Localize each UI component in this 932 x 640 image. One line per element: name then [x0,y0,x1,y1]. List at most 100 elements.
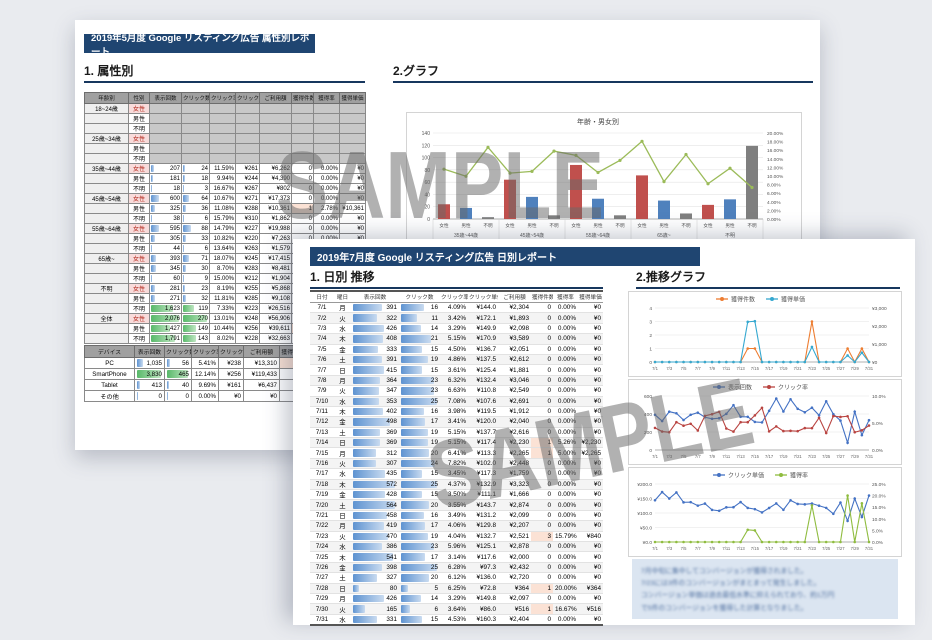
table-cell: 火 [334,312,351,324]
svg-text:0: 0 [649,448,652,454]
table-cell: ¥0 [578,541,603,553]
table-cell: 1 [531,603,553,615]
table-cell: ¥0 [578,344,603,355]
daily-table[interactable]: 日付曜日表示回数クリック数クリック率クリック単価ご利用額獲得件数獲得率獲得単価7… [310,290,603,626]
svg-text:7/3: 7/3 [666,366,672,371]
table-cell: 413 [134,379,165,391]
table-cell: ¥2,720 [498,572,531,584]
svg-text:400: 400 [644,412,652,418]
table-cell: 14 [399,593,440,605]
table-cell: 7/20 [310,499,334,511]
table-cell: ¥2,549 [498,385,531,397]
svg-text:不明: 不明 [483,223,493,229]
svg-text:7/31: 7/31 [865,454,874,459]
table-cell: ¥170.9 [468,333,498,345]
table-cell [339,123,366,134]
table-cell: ¥212 [235,273,260,284]
table-cell: 4.04% [440,531,468,543]
table-cell: 0 [531,593,553,605]
table-cell: 386 [351,541,399,553]
table-cell [339,133,366,144]
july-report-title-bar: 2019年7月度 Google リスティング広告 日別レポート [310,247,700,266]
table-row: 7/21 日 458 16 3.49% ¥131.2 ¥2,099 0 0.00% ¥0 [310,510,603,522]
table-row: 7/28 日 80 5 6.25% ¥72.8 ¥364 1 20.00% ¥364 [310,583,603,594]
table-cell: 1,035 [134,357,165,369]
table-cell: 25 [399,562,440,574]
table-cell: 3 [181,183,210,194]
age-gender-chart: 年齢・男女別 140 120 100 80 60 40 20 0 20.00% 18.00% 16.0… [406,112,802,260]
table-cell: 18 [149,183,182,194]
table-cell: ¥2,304 [498,302,531,314]
svg-text:不明: 不明 [549,223,559,229]
table-cell [209,123,236,134]
table-cell: 25 [399,479,440,491]
table-cell [84,153,129,164]
table-cell [235,153,260,164]
svg-text:7/11: 7/11 [722,546,731,551]
table-cell [84,183,129,194]
table-cell: 3.98% [440,406,468,418]
table-cell: 20 [399,499,440,511]
table-cell: 18 [181,173,210,184]
table-cell: 18.07% [209,253,236,264]
table-row: 7/9 火 347 23 6.63% ¥110.8 ¥2,549 0 0.00% ¥0 [310,385,603,397]
table-cell [181,133,210,144]
table-cell: ¥172.1 [468,312,498,324]
table-cell: 0.00% [553,458,578,470]
table-row: 男性 [84,143,366,154]
table-cell [209,133,236,144]
table-row: 7/14 日 369 19 5.15% ¥117.4 ¥2,230 1 5.26% ¥2,230 [310,437,603,449]
table-cell: ¥120.0 [468,416,498,428]
table-cell: ¥1,912 [498,406,531,418]
svg-text:獲得単価: 獲得単価 [781,296,805,304]
table-cell [84,123,129,134]
table-cell: 281 [149,283,182,294]
impressions-ctr-chart-svg: 表示回数 クリック率 600 400 200 0 10.0% 5.0% 0.0% 7/1 7/3 7/… [644,384,886,460]
table-cell: ¥223 [235,303,260,314]
table-cell: ¥0 [578,489,603,501]
table-cell: 19 [399,427,440,439]
table-cell [181,103,210,114]
table-cell: ¥132.9 [468,479,498,491]
table-row: 7/24 水 386 23 5.96% ¥125.1 ¥2,878 0 0.00% ¥0 [310,541,603,553]
table-cell: 14 [399,323,440,335]
table-cell: 男性 [128,233,150,244]
table-cell: ¥0 [578,572,603,584]
table-cell: 7/2 [310,312,334,324]
svg-text:8.00%: 8.00% [767,183,781,189]
table-cell: 6.41% [440,447,468,459]
svg-text:5.0%: 5.0% [872,528,884,534]
svg-text:7/13: 7/13 [737,546,746,551]
table-cell: 18~24歳 [84,103,129,114]
table-cell: 23 [399,541,440,553]
table-cell [209,143,236,154]
table-cell: 木 [334,406,351,418]
device-table[interactable]: デバイス表示回数クリック数クリック率クリック単価ご利用額獲得件数PC1,0355… [84,345,307,402]
table-cell: 5.15% [440,437,468,449]
svg-text:7/29: 7/29 [851,546,860,551]
table-cell [84,323,129,334]
svg-text:7/1: 7/1 [652,366,658,371]
table-cell: ¥1,666 [498,489,531,501]
table-cell: ¥2,040 [498,416,531,428]
table-row: 男性 [84,113,366,124]
table-cell [235,133,260,144]
table-cell: 7/14 [310,437,334,449]
table-cell: 0.00% [553,489,578,501]
column-header: 性別 [128,92,150,104]
column-header: ご利用額 [498,290,531,303]
table-cell: ¥2,051 [498,344,531,355]
table-cell [84,113,129,124]
attribute-table[interactable]: 年齢別性別表示回数クリック数クリック率クリック単価ご利用額獲得件数獲得率獲得単価… [84,92,366,344]
table-cell: 7/29 [310,593,334,605]
table-cell: 女性 [128,133,150,144]
table-cell: 6.32% [440,375,468,387]
table-cell: 月 [334,520,351,532]
table-cell: 88 [181,223,210,234]
table-cell: ¥19,988 [259,223,292,234]
table-cell: 1,791 [149,333,182,344]
table-cell [84,243,129,254]
table-cell [291,133,314,144]
table-cell: 0 [134,390,165,402]
svg-text:120: 120 [422,143,431,149]
